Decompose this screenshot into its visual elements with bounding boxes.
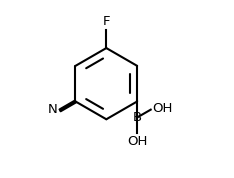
- Text: N: N: [48, 103, 58, 116]
- Text: OH: OH: [127, 135, 147, 148]
- Text: F: F: [102, 15, 110, 28]
- Text: B: B: [133, 111, 142, 124]
- Text: OH: OH: [152, 102, 172, 115]
